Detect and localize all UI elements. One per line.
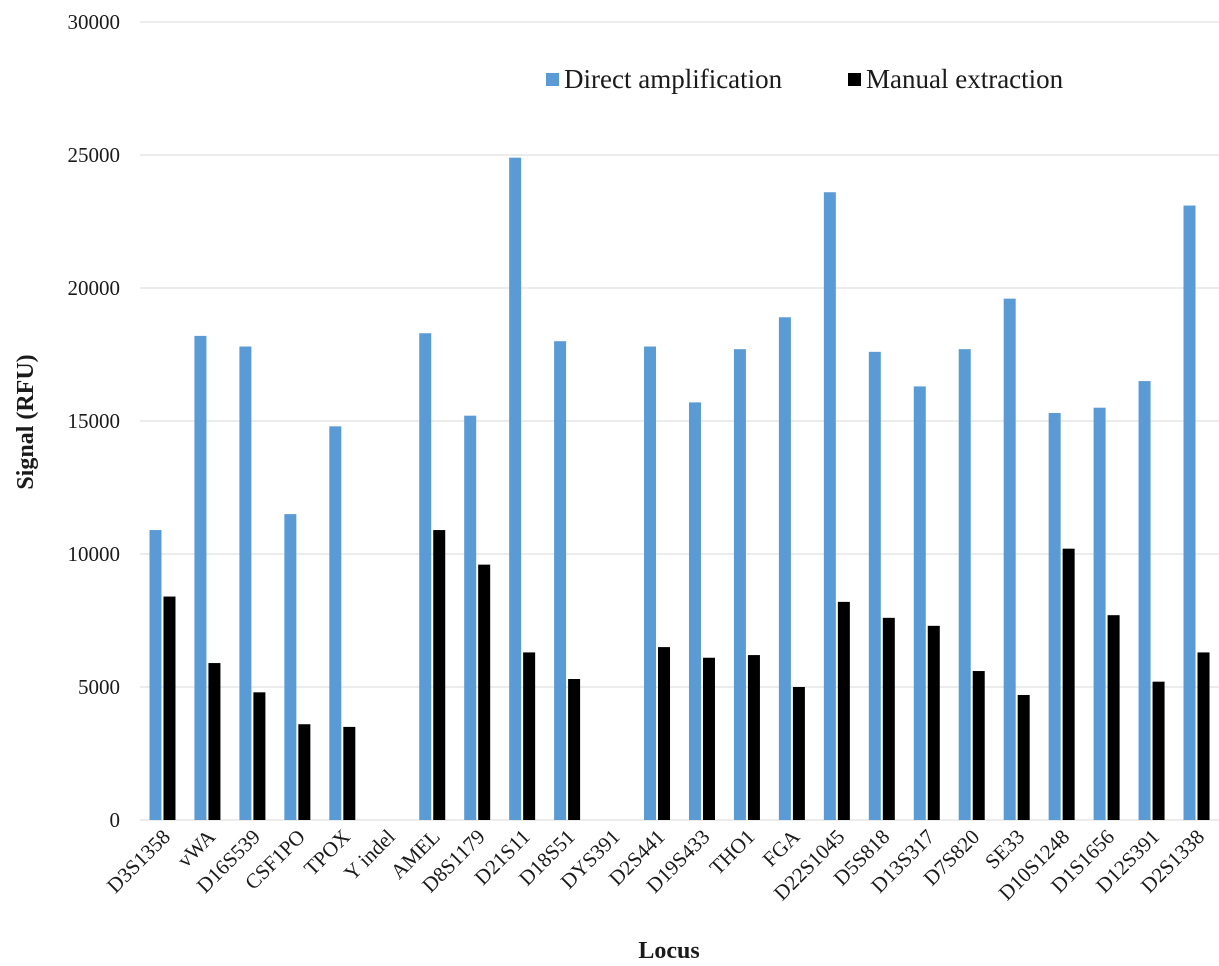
y-tick-label-10000: 10000 xyxy=(68,542,121,566)
bar-direct-amplification-amel xyxy=(419,333,432,820)
bars xyxy=(149,157,1210,821)
bar-manual-extraction-csf1po xyxy=(298,724,311,820)
legend-label-direct-amplification: Direct amplification xyxy=(564,64,783,94)
y-tick-label-5000: 5000 xyxy=(78,675,120,699)
bar-manual-extraction-d22s1045 xyxy=(837,601,850,820)
bar-direct-amplification-d2s441 xyxy=(644,346,657,820)
y-tick-label-0: 0 xyxy=(110,808,121,832)
bar-manual-extraction-se33 xyxy=(1017,694,1030,820)
bar-manual-extraction-d1s1656 xyxy=(1107,615,1120,820)
y-axis-ticks: 0 5000 10000 15000 20000 25000 30000 xyxy=(68,10,121,832)
bar-manual-extraction-d13s317 xyxy=(927,625,940,820)
bar-direct-amplification-fga xyxy=(778,317,791,820)
bar-manual-extraction-tpox xyxy=(343,726,356,820)
bar-manual-extraction-d10s1248 xyxy=(1062,548,1075,820)
bar-manual-extraction-d2s1338 xyxy=(1197,652,1210,820)
gridlines xyxy=(140,21,1219,821)
bar-direct-amplification-vwa xyxy=(194,335,207,820)
bar-manual-extraction-vwa xyxy=(208,663,221,820)
legend-swatch-manual-extraction xyxy=(848,73,861,86)
bar-manual-extraction-d16s539 xyxy=(253,692,266,820)
bar-direct-amplification-d8s1179 xyxy=(464,415,477,820)
bar-manual-extraction-fga xyxy=(792,687,805,820)
y-tick-label-20000: 20000 xyxy=(68,276,121,300)
legend: Direct amplification Manual extraction xyxy=(546,64,1064,94)
y-axis-title: Signal (RFU) xyxy=(13,354,39,489)
bar-direct-amplification-d21s11 xyxy=(509,157,522,820)
bar-direct-amplification-d19s433 xyxy=(688,402,701,820)
bar-direct-amplification-d10s1248 xyxy=(1048,413,1061,820)
y-tick-label-25000: 25000 xyxy=(68,143,121,167)
y-tick-label-30000: 30000 xyxy=(68,10,121,34)
bar-direct-amplification-d2s1338 xyxy=(1183,205,1196,821)
bar-manual-extraction-d7s820 xyxy=(972,671,985,820)
legend-label-manual-extraction: Manual extraction xyxy=(866,64,1064,94)
bar-direct-amplification-d7s820 xyxy=(958,349,971,820)
bar-direct-amplification-d22s1045 xyxy=(823,192,836,821)
bar-manual-extraction-amel xyxy=(433,530,446,820)
x-tick-label-y-indel: Y indel xyxy=(339,824,400,885)
x-tick-label-tho1: THO1 xyxy=(705,825,760,880)
bar-manual-extraction-d21s11 xyxy=(523,652,536,820)
bar-manual-extraction-d19s433 xyxy=(702,657,715,820)
bar-direct-amplification-tpox xyxy=(329,426,342,820)
bar-direct-amplification-d13s317 xyxy=(913,386,926,820)
x-axis-title: Locus xyxy=(638,938,699,964)
bar-manual-extraction-d5s818 xyxy=(882,617,895,820)
y-tick-label-15000: 15000 xyxy=(68,409,121,433)
bar-manual-extraction-d18s51 xyxy=(568,679,581,820)
bar-direct-amplification-d16s539 xyxy=(239,346,252,820)
bar-direct-amplification-tho1 xyxy=(733,349,746,820)
bar-manual-extraction-d8s1179 xyxy=(478,564,491,820)
legend-swatch-direct-amplification xyxy=(546,73,559,86)
bar-manual-extraction-d3s1358 xyxy=(163,596,176,820)
bar-direct-amplification-d12s391 xyxy=(1138,381,1151,820)
bar-direct-amplification-d3s1358 xyxy=(149,530,162,820)
bar-direct-amplification-d18s51 xyxy=(554,341,567,820)
bar-direct-amplification-d5s818 xyxy=(868,351,881,820)
bar-manual-extraction-d12s391 xyxy=(1152,681,1165,820)
bar-direct-amplification-d1s1656 xyxy=(1093,407,1106,820)
bar-manual-extraction-d2s441 xyxy=(658,647,671,820)
bar-direct-amplification-csf1po xyxy=(284,514,297,820)
bar-direct-amplification-se33 xyxy=(1003,298,1016,820)
bar-manual-extraction-tho1 xyxy=(747,655,760,820)
x-tick-label-d3s1358: D3S1358 xyxy=(102,825,175,898)
